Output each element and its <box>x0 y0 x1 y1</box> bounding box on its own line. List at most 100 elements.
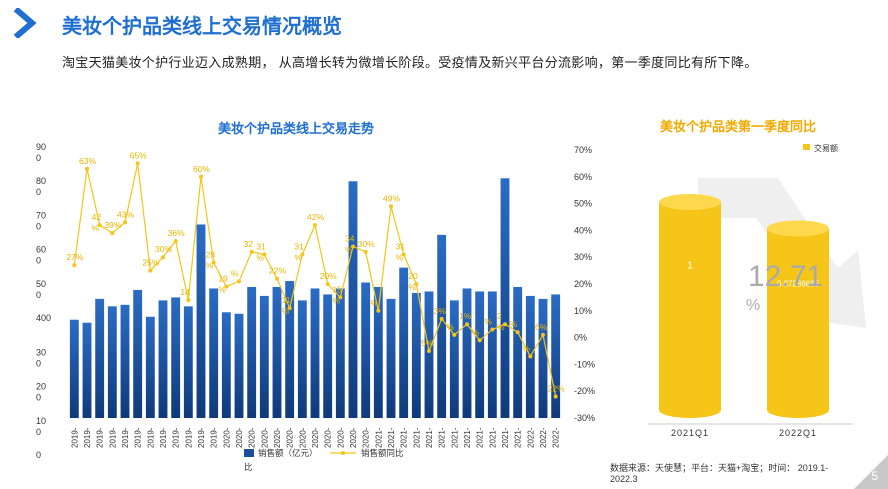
y-right-tick-label: 20% <box>574 279 592 289</box>
point-yoy <box>135 161 140 166</box>
label-yoy: 5% <box>421 338 434 348</box>
x-tick-label: 2020- <box>311 427 320 448</box>
label-yoy: % <box>370 298 378 308</box>
x-tick-label: 2020- <box>286 427 295 448</box>
y-right-tick-label: -20% <box>574 386 595 396</box>
label-yoy: 27% <box>66 252 83 262</box>
bar-sales <box>475 291 485 418</box>
cylinder-value-label: 1 <box>687 261 693 272</box>
point-yoy <box>427 349 431 353</box>
y-left-tick-label: 20 0 <box>36 382 46 403</box>
label-yoy: 1% <box>459 311 472 321</box>
label-yoy: 31% <box>256 242 266 263</box>
point-yoy <box>300 252 305 257</box>
y-left-tick-label: 80 0 <box>36 176 46 197</box>
x-tick-label: 2020- <box>362 427 371 448</box>
bar-sales <box>196 224 206 418</box>
label-yoy: 32 <box>244 239 254 249</box>
label-yoy: 43% <box>117 209 134 219</box>
point-yoy <box>262 252 267 257</box>
x-tick-label: 2021- <box>514 427 523 448</box>
x-tick-label: 2022- <box>526 427 535 448</box>
point-yoy <box>161 255 165 260</box>
label-yoy: 22% <box>269 266 286 276</box>
bar-sales <box>323 294 333 418</box>
bar-sales <box>69 319 79 418</box>
label-yoy: 39% <box>104 220 121 230</box>
x-tick-label: 2021- <box>425 427 434 448</box>
bar-sales <box>386 298 396 418</box>
x-tick-label: 2019- <box>70 427 79 448</box>
bar-sales <box>183 306 193 418</box>
x-tick-label: 2021- <box>412 427 421 448</box>
label-yoy: 3% <box>434 306 447 316</box>
bar-sales <box>171 297 181 418</box>
label-yoy: % <box>231 268 239 278</box>
decline-annotation: 12.71 <box>748 260 823 293</box>
chevron-right-icon <box>13 8 37 38</box>
legend-extra-label: 比 <box>244 462 253 472</box>
bar-sales <box>335 288 345 418</box>
x-tick-label: 2021- <box>488 427 497 448</box>
x-tick-label: 2019- <box>159 427 168 448</box>
y-right-tick-label: 0% <box>574 333 587 343</box>
cylinder-top <box>767 220 829 237</box>
bar-sales <box>348 181 358 418</box>
bar-sales <box>209 288 219 418</box>
point-yoy <box>97 223 102 228</box>
point-yoy <box>148 268 153 273</box>
x-tick-label: 2019- <box>197 427 206 448</box>
label-yoy: % <box>510 319 518 329</box>
point-yoy <box>528 354 533 359</box>
bar-sales <box>285 281 295 418</box>
point-yoy <box>211 260 216 265</box>
point-yoy <box>123 220 127 225</box>
label-yoy: 22% <box>548 384 565 394</box>
x-tick-label: 2019- <box>96 427 105 448</box>
x-tick-label: 2021- <box>450 427 459 448</box>
point-yoy <box>503 322 507 327</box>
cylinder-body <box>659 202 721 410</box>
trend-chart: 90 0 80 0 70 0 60 0 50 0 400 30 0 20 0 10 0 0 70% 60% 50% 40%… <box>36 142 595 472</box>
point-yoy <box>275 276 279 281</box>
point-yoy <box>363 249 368 254</box>
y-right-tick-label: 30% <box>574 252 592 262</box>
point-yoy <box>173 239 178 244</box>
bar-sales <box>259 295 269 418</box>
y-right-tick-label: 50% <box>574 199 592 209</box>
x-tick-label: 2021- <box>387 427 396 448</box>
point-yoy <box>515 330 520 335</box>
label-yoy: 65% <box>130 150 147 160</box>
label-yoy: 19% <box>218 274 228 295</box>
label-yoy: 15% <box>332 284 342 305</box>
label-yoy: 30% <box>358 239 375 249</box>
bar-sales <box>411 292 421 418</box>
label-yoy: % <box>484 317 492 327</box>
cylinder-top <box>659 194 721 210</box>
x-tick-label: 2021- <box>400 427 409 448</box>
bar-sales <box>247 286 257 418</box>
bar-sales <box>95 298 105 418</box>
data-source-note: 数据来源：天使慧；平台：天猫+淘宝；时间： 2019.1-2022.3 <box>610 463 829 484</box>
bar-sales <box>487 291 497 418</box>
x-tick-label: 2021- <box>476 427 485 448</box>
point-yoy <box>465 322 469 327</box>
point-yoy <box>287 306 292 311</box>
bar-sales <box>158 300 168 418</box>
cylinder-body <box>767 228 829 410</box>
y-right-tick-label: 70% <box>574 145 592 155</box>
label-yoy: 30% <box>155 244 172 254</box>
q1-chart-title: 美妆个护品类第一季度同比 <box>660 119 817 134</box>
bar-sales <box>424 291 434 418</box>
bar-sales <box>272 286 282 418</box>
x-tick-label: 2020- <box>235 427 244 448</box>
y-left-tick-label: 70 0 <box>36 210 46 231</box>
x-tick-label: 2021- <box>501 427 510 448</box>
legend-label-sales: 销售额（亿元） <box>258 448 318 458</box>
x-tick-label: 2019- <box>134 427 143 448</box>
legend-marker-yoy <box>341 451 345 455</box>
point-yoy <box>490 327 495 332</box>
bar-sales <box>399 267 409 418</box>
x-tick-label: 2020- <box>260 427 269 448</box>
point-yoy <box>452 332 457 337</box>
